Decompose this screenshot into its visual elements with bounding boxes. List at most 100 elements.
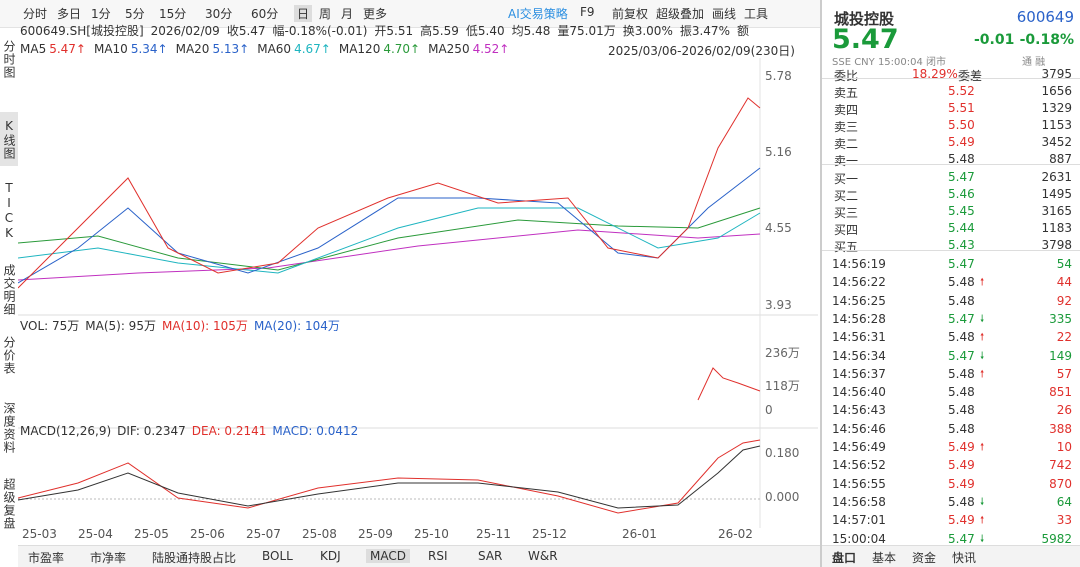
indicator-tab[interactable]: SAR [478, 549, 503, 563]
period-tab[interactable]: 周 [319, 7, 332, 21]
tick-time: 15:00:04 [832, 531, 886, 546]
quote-panel: 城投控股 600649 5.47 -0.01 -0.18% SSE CNY 15:00:0… [822, 0, 1080, 567]
side-tab[interactable]: 分时图 [2, 39, 16, 79]
tick-arrow: 🠗 [980, 350, 985, 362]
level-price: 5.44 [948, 221, 975, 235]
tick-vol: 33 [1056, 513, 1072, 528]
ma-value: 4.67↑ [294, 42, 331, 56]
tool-button[interactable]: F9 [580, 5, 595, 19]
side-tab[interactable]: 成交明细 [2, 264, 16, 316]
tick-price: 5.47 [948, 531, 975, 546]
period-tab[interactable]: 日 [294, 5, 313, 22]
separator [820, 0, 822, 567]
level-label: 卖二 [834, 137, 859, 151]
period-tab[interactable]: 1分 [91, 7, 111, 21]
toolbar: 分时 多日 1分 5分 15分 30分 60分 日周月更多 AI交易策略 F9 前复权 超级叠加 画线工… [0, 0, 820, 28]
tick-vol: 64 [1056, 494, 1072, 509]
x-label: 25-08 [302, 527, 337, 541]
side-tab[interactable]: 深度资料 [2, 402, 16, 454]
price-tick: 5.78 [765, 69, 792, 83]
indicator-tab[interactable]: 市盈率 [28, 551, 65, 565]
info-item: 低5.40 [465, 24, 505, 38]
row-divider [822, 164, 1080, 165]
indicator-tab[interactable]: RSI [428, 549, 448, 563]
wb-label: 委比 [834, 69, 859, 83]
wc-label: 委差 [958, 69, 983, 83]
indicator-tab[interactable]: 陆股通持股占比 [152, 551, 237, 565]
tick-time: 14:56:46 [832, 421, 886, 436]
level-label: 买二 [834, 189, 859, 203]
side-tab[interactable]: TICK [2, 181, 16, 241]
tool-button[interactable]: 前复权 [612, 7, 649, 21]
period-tab[interactable]: 更多 [363, 7, 388, 21]
x-label: 25-12 [532, 527, 567, 541]
side-tab[interactable]: 超级复盘 [2, 478, 16, 530]
tick-price: 5.48 [948, 494, 975, 509]
period-tab[interactable]: 15分 [159, 7, 187, 21]
macd-item: MACD: 0.0412 [272, 424, 359, 438]
tick-time: 14:56:25 [832, 293, 886, 308]
indicator-tab[interactable]: MACD [366, 549, 410, 563]
quote-tab[interactable]: 基本 [872, 551, 897, 565]
x-label: 25-05 [134, 527, 169, 541]
ma250 [18, 229, 761, 281]
quote-tab[interactable]: 资金 [912, 551, 937, 565]
tick-vol: 44 [1056, 275, 1072, 290]
period-tab[interactable]: 30分 [205, 7, 233, 21]
dea-line [18, 445, 761, 509]
tick-time: 14:56:37 [832, 366, 886, 381]
price-line [18, 97, 761, 289]
indicator-tab[interactable]: W&R [528, 549, 558, 563]
ma-value: 4.70↑ [383, 42, 421, 56]
info-item: 开5.51 [374, 24, 414, 38]
tick-time: 14:56:49 [832, 440, 886, 454]
quote-tab[interactable]: 盘口 [832, 551, 857, 565]
tick-time: 14:56:52 [832, 458, 886, 473]
tick-price: 5.47 [948, 257, 975, 271]
x-label: 25-10 [414, 527, 449, 541]
ma120 [18, 207, 761, 271]
level-price: 5.43 [948, 238, 975, 252]
period-tab[interactable]: 多日 [57, 7, 82, 21]
dif-line [18, 439, 761, 514]
vol-ma [697, 367, 761, 401]
tool-button[interactable]: AI交易策略 [508, 7, 568, 21]
indicator-tab[interactable]: BOLL [262, 549, 293, 563]
indicator-tab[interactable]: 市净率 [90, 551, 127, 565]
period-tab[interactable]: 5分 [125, 7, 145, 21]
period-tab[interactable]: 60分 [251, 7, 279, 21]
tick-vol: 22 [1056, 330, 1072, 345]
tick-time: 14:56:58 [832, 494, 886, 509]
level-price: 5.47 [948, 170, 975, 184]
info-item: 600649.SH[城投控股] [20, 24, 144, 38]
tick-vol: 851 [1049, 385, 1072, 400]
side-tab[interactable]: K线图 [0, 112, 18, 166]
ma-label: MA60 [257, 42, 292, 56]
tick-vol: 388 [1049, 421, 1072, 436]
indicator-tab[interactable]: KDJ [320, 549, 341, 563]
info-item: 幅-0.18%(-0.01) [272, 24, 368, 38]
tool-button[interactable]: 工具 [744, 7, 769, 21]
side-tab[interactable]: 分价表 [2, 335, 16, 375]
tick-arrow: 🠕 [980, 368, 985, 380]
tick-vol: 54 [1056, 257, 1072, 271]
period-tab[interactable]: 分时 [23, 7, 48, 21]
level-label: 卖五 [834, 86, 859, 100]
row-divider [822, 250, 1080, 251]
tick-time: 14:56:19 [832, 257, 886, 271]
tick-vol: 26 [1056, 403, 1072, 418]
tick-price: 5.48 [948, 421, 975, 436]
ma-label: MA120 [338, 42, 381, 56]
level-price: 5.45 [948, 204, 975, 218]
period-tab[interactable]: 月 [341, 7, 354, 21]
x-label: 25-11 [476, 527, 511, 541]
macd-header: MACD(12,26,9) DIF: 0.2347 DEA: 0.2141 MACD:… [20, 424, 364, 438]
quote-tab[interactable]: 快讯 [952, 551, 977, 565]
vol-item: MA(5): 95万 [85, 319, 156, 333]
price-tick: 5.16 [765, 145, 792, 159]
tick-price: 5.49 [948, 476, 975, 491]
level-price: 5.49 [948, 135, 975, 149]
tool-button[interactable]: 超级叠加 [656, 7, 705, 21]
tool-button[interactable]: 画线 [712, 7, 737, 21]
vol-tick: 0 [765, 403, 773, 417]
